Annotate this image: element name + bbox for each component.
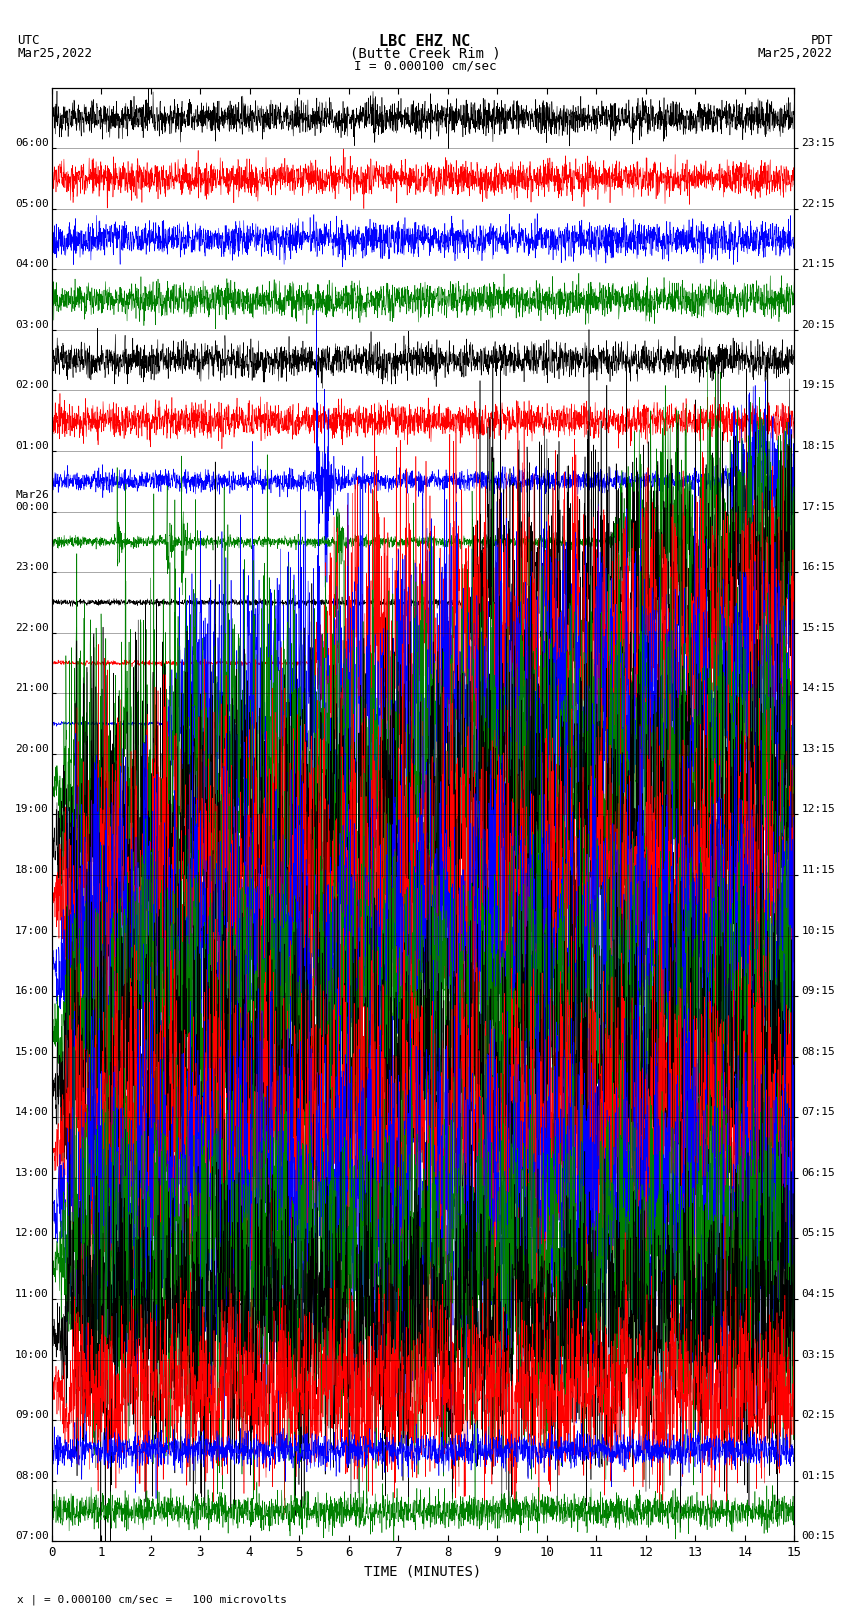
Text: Mar25,2022: Mar25,2022 bbox=[17, 47, 92, 60]
Text: PDT: PDT bbox=[811, 34, 833, 47]
Text: (Butte Creek Rim ): (Butte Creek Rim ) bbox=[349, 47, 501, 61]
Text: x | = 0.000100 cm/sec =   100 microvolts: x | = 0.000100 cm/sec = 100 microvolts bbox=[17, 1594, 287, 1605]
Text: I = 0.000100 cm/sec: I = 0.000100 cm/sec bbox=[354, 60, 496, 73]
Text: LBC EHZ NC: LBC EHZ NC bbox=[379, 34, 471, 48]
Text: Mar25,2022: Mar25,2022 bbox=[758, 47, 833, 60]
X-axis label: TIME (MINUTES): TIME (MINUTES) bbox=[365, 1565, 482, 1579]
Text: UTC: UTC bbox=[17, 34, 39, 47]
